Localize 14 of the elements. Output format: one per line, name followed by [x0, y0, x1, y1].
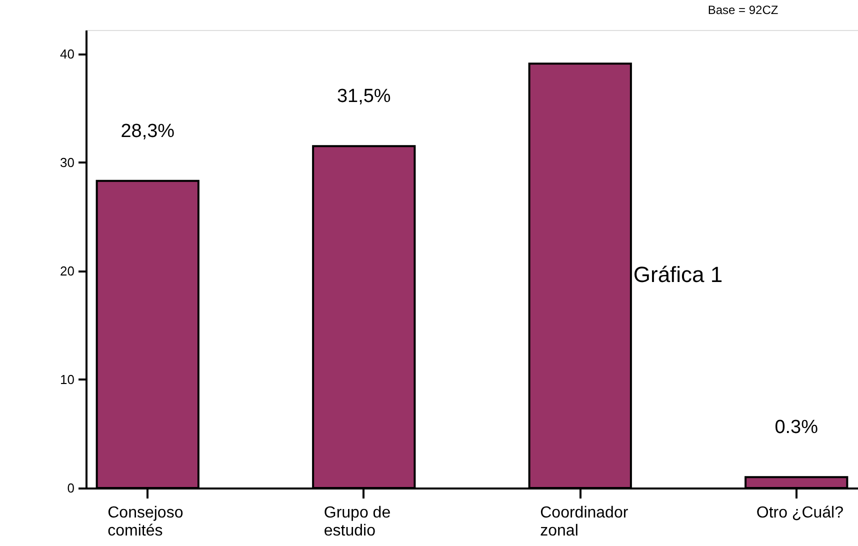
text: Base = 92CZ [708, 3, 778, 17]
text: 28,3% [120, 120, 175, 142]
text: 31,5% [336, 86, 391, 108]
y-tick-label: 10 [60, 372, 74, 387]
x-tick-label: Grupo de estudio [324, 504, 391, 540]
text: 0.3% [774, 417, 818, 438]
y-tick-label: 40 [60, 46, 74, 62]
x-tick-label: Consejoso comités [108, 504, 184, 540]
annotation: Gráfica 1 [633, 262, 723, 287]
y-tick-label: 0 [67, 480, 74, 496]
y-tick-label: 30 [60, 154, 74, 170]
y-tick-label: 20 [60, 263, 74, 278]
x-tick-label: Otro ¿Cuál? [756, 504, 844, 522]
x-tick-label: Coordinador zonal [540, 504, 629, 540]
